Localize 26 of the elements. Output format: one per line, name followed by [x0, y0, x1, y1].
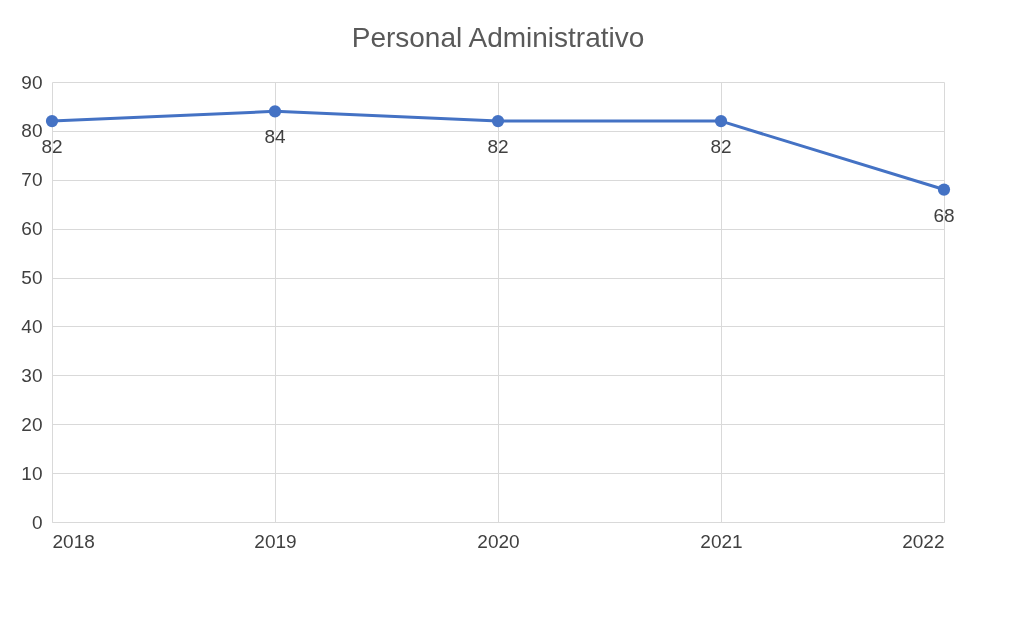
y-tick-label: 70: [21, 169, 43, 191]
y-tick-label: 80: [21, 120, 43, 142]
y-tick-label: 40: [21, 315, 43, 337]
x-tick-label: 2018: [52, 530, 95, 552]
y-tick-label: 50: [21, 267, 43, 289]
point: [45, 115, 59, 128]
data-label: 84: [264, 126, 286, 148]
data-label: 82: [41, 136, 63, 158]
point: [491, 115, 505, 128]
y-tick-label: 10: [21, 462, 43, 484]
y-tick-label: 20: [21, 413, 43, 435]
data-label: 82: [487, 136, 509, 158]
y-tick-label: 60: [21, 218, 43, 240]
x-tick-label: 2020: [477, 530, 520, 552]
data-label: 82: [710, 136, 732, 158]
y-tick-label: 0: [31, 511, 43, 533]
point: [714, 115, 728, 128]
y-tick-label: 30: [21, 364, 43, 386]
point: [268, 105, 282, 118]
chart-title: Personal Administrativo: [351, 22, 645, 53]
x-tick-label: 2019: [254, 530, 297, 552]
point: [937, 183, 951, 196]
data-label: 68: [933, 204, 955, 226]
y-tick-label: 90: [21, 71, 43, 93]
x-tick-label: 2021: [700, 530, 743, 552]
x-tick-label: 2022: [902, 530, 945, 552]
